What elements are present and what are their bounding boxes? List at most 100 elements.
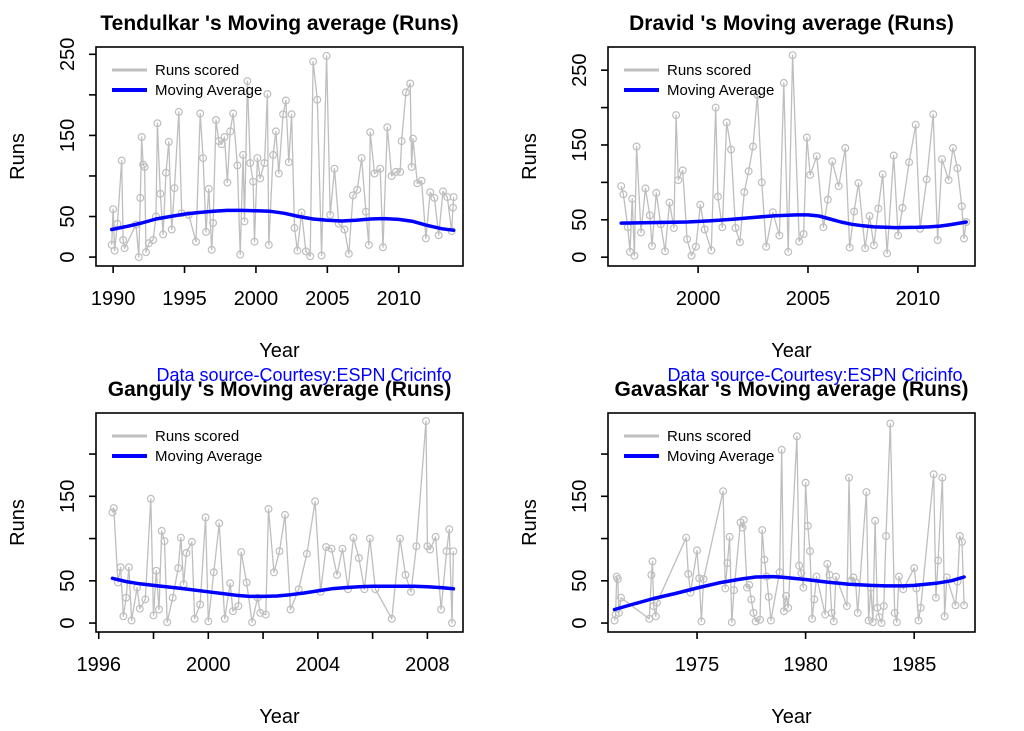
runs-point [697,617,706,626]
runs-point [270,568,279,577]
runs-point [163,618,172,627]
runs-point [226,579,235,588]
x-tick-label: 1980 [783,654,828,676]
runs-point [152,566,161,575]
runs-point [845,243,854,252]
runs-point [141,595,150,604]
runs-point [747,595,756,604]
runs-point [829,617,838,626]
runs-point [162,168,171,177]
runs-point [910,564,919,573]
runs-point [762,242,771,251]
runs-point [401,88,410,97]
runs-point [365,534,374,543]
runs-point [353,185,362,194]
runs-point [878,170,887,179]
y-axis-label: Runs [7,133,29,180]
runs-point [806,547,815,556]
runs-point [134,253,143,262]
runs-point [364,240,373,249]
runs-point [779,78,788,87]
runs-point [275,547,284,556]
runs-point [799,230,808,239]
x-axis-label: Year [259,706,300,728]
runs-point [170,184,179,193]
runs-point [182,548,191,557]
y-tick-label: 0 [57,617,79,628]
runs-point [401,570,410,579]
runs-point [261,610,270,619]
runs-point [226,127,235,136]
runs-point [610,616,619,625]
runs-point [951,601,960,610]
moving-average-line [109,208,456,233]
runs-point [160,537,169,546]
runs-point [682,533,691,542]
runs-point [117,156,126,165]
runs-point [204,617,213,626]
runs-point [449,547,458,556]
y-tick-label: 50 [569,570,591,592]
runs-point [215,519,224,528]
chart-title: Gavaskar 's Moving average (Runs) [615,378,969,401]
runs-point [735,238,744,247]
legend-runs-label: Runs scored [667,62,751,79]
runs-point [718,223,727,232]
runs-point [135,604,144,613]
runs-point [311,497,320,506]
plot-box [607,412,976,633]
runs-point [760,555,769,564]
runs-point [828,157,837,166]
runs-point [850,207,859,216]
runs-point [417,176,426,185]
runs-point [723,559,732,568]
x-tick-label: 2005 [786,288,831,310]
runs-point [209,219,218,228]
runs-point [330,164,339,173]
runs-point [306,252,315,261]
runs-point [240,217,249,226]
runs-point [174,107,183,116]
runs-point [806,170,815,179]
runs-point [895,572,904,581]
runs-point [387,614,396,623]
runs-point [202,227,211,236]
runs-point [922,175,931,184]
runs-point [199,154,208,163]
runs-point [136,193,145,202]
runs-point [802,133,811,142]
runs-point [196,600,205,609]
runs-point [108,508,117,517]
runs-point [149,236,158,245]
runs-point [243,77,252,86]
runs-point [120,244,129,253]
runs-point [764,592,773,601]
runs-point [862,488,871,497]
x-tick-label: 2008 [405,654,450,676]
runs-point [344,249,353,258]
runs-point [775,231,784,240]
dravid-chart: 2000 2005 2010 0 50 150 250 Dravid 's Moving av… [519,12,976,362]
runs-point [422,417,431,426]
runs-point [632,142,641,151]
runs-point [109,205,118,214]
runs-point [864,616,873,625]
runs-point [929,110,938,119]
runs-point [176,533,185,542]
runs-point [256,608,265,617]
runs-point [890,608,899,617]
runs-point [823,559,832,568]
runs-point [119,236,128,245]
runs-point [727,618,736,627]
runs-point [868,618,877,627]
runs-line [613,422,965,624]
chart-title: Ganguly 's Moving average (Runs) [108,378,451,401]
runs-point [696,200,705,209]
y-tick-label: 150 [569,128,591,161]
runs-point [327,544,336,553]
y-tick-label: 250 [57,38,79,71]
runs-point [931,593,940,602]
runs-point [699,575,708,584]
runs-point [744,167,753,176]
